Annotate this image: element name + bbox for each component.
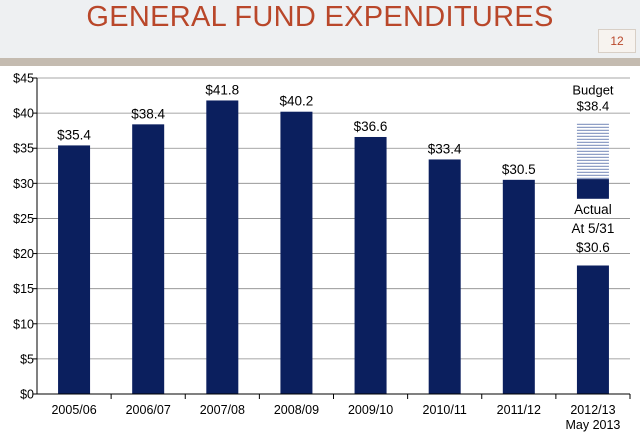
data-label: $30.5: [502, 162, 536, 177]
x-tick-label: 2005/06: [51, 403, 96, 417]
y-tick-label: $0: [20, 388, 34, 402]
actual-label: Actual: [574, 202, 612, 217]
x-tick-label: 2008/09: [274, 403, 319, 417]
y-tick-label: $45: [13, 72, 34, 86]
data-label: $35.4: [57, 127, 91, 142]
bar: [428, 159, 461, 394]
x-tick-label: 2006/07: [126, 403, 171, 417]
x-tick-label: 2012/13: [570, 403, 615, 417]
bar: [502, 179, 535, 394]
y-tick-label: $35: [13, 142, 34, 156]
x-tick-label: 2007/08: [200, 403, 245, 417]
actual-label: At 5/31: [572, 221, 615, 236]
x-tick-sublabel: May 2013: [565, 418, 620, 432]
title-band: [0, 0, 640, 58]
y-tick-label: $15: [13, 282, 34, 296]
gridlines: [33, 77, 630, 395]
budget-bar-fill: [576, 179, 609, 199]
slide-title: GENERAL FUND EXPENDITURES: [86, 1, 554, 33]
actual-label: $30.6: [576, 240, 610, 255]
data-label: $36.6: [354, 119, 388, 134]
bar-chart: $0 $5 $10 $15 $20 $25 $30 $35 $40 $45 2005/06 $35.4…: [13, 72, 631, 432]
x-tick-label: 2009/10: [348, 403, 393, 417]
bar: [280, 111, 313, 394]
labels: $0 $5 $10 $15 $20 $25 $30 $35 $40 $45 2005/06 $35.4…: [13, 72, 631, 432]
budget-label: Budget: [572, 82, 614, 97]
y-tick-label: $5: [20, 352, 34, 366]
bars: [58, 100, 609, 394]
y-tick-label: $20: [13, 247, 34, 261]
y-tick-label: $25: [13, 212, 34, 226]
bar: [206, 100, 239, 394]
y-tick-label: $40: [13, 107, 34, 121]
bar: [132, 124, 165, 394]
y-tick-label: $10: [13, 317, 34, 331]
bar: [354, 136, 387, 394]
data-label: $40.2: [280, 94, 314, 109]
data-label: $38.4: [131, 106, 165, 121]
y-tick-label: $30: [13, 177, 34, 191]
x-tick-label: 2011/12: [497, 403, 541, 417]
axes: [36, 78, 630, 395]
x-tick-label: 2010/11: [423, 403, 467, 417]
budget-label: $38.4: [577, 98, 610, 113]
bar: [576, 265, 609, 394]
page-number: 12: [598, 29, 636, 53]
data-label: $33.4: [428, 141, 462, 156]
data-label: $41.8: [205, 82, 239, 97]
bar: [58, 145, 91, 394]
title-divider: [0, 58, 640, 66]
